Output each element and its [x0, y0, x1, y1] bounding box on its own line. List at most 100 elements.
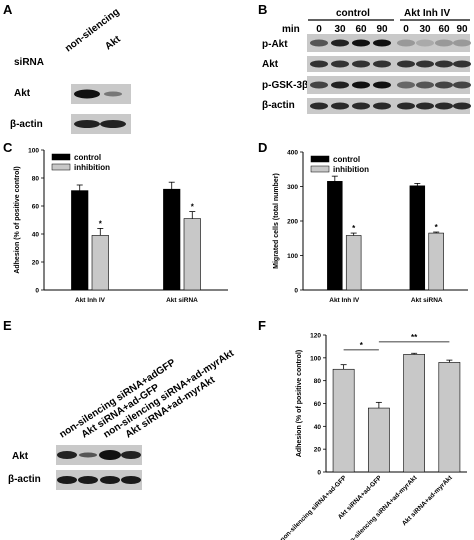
- panel-b-time-7: 90: [456, 24, 468, 35]
- chart-f-ytick-0: 0: [317, 470, 321, 477]
- chart-f-xtick-0: non-silencing siRNA+ad-GFP: [279, 474, 348, 540]
- panel-a-letter: A: [3, 2, 13, 17]
- chart-c-legend-label-1: inhibition: [74, 163, 110, 172]
- panel-b-time-labels: 0 30 60 90 0 30 60 90: [316, 24, 468, 35]
- panel-b-band-2-1: [331, 81, 349, 89]
- panel-a-blot-akt: [71, 84, 131, 104]
- chart-f-ytick-5: 100: [310, 355, 321, 362]
- panel-b-time-1: 30: [334, 24, 346, 35]
- chart-c-ylabel: Adhesion (% of positive control): [14, 166, 21, 273]
- chart-c-ytick-4: 80: [32, 176, 40, 183]
- chart-d-bar-1-1: [428, 232, 444, 291]
- panel-b-band-1-0: [310, 60, 328, 68]
- panel-e-blot-actin: [56, 470, 142, 490]
- panel-b-band-0-3: [373, 39, 391, 47]
- panel-b-band-0-1: [331, 39, 349, 47]
- panel-e-row-0-label: Akt: [12, 451, 29, 462]
- chart-d-ylabel: Migrated cells (total number): [273, 173, 280, 269]
- chart-f-ytick-1: 20: [314, 447, 322, 454]
- panel-b-band-3-6: [435, 102, 453, 110]
- chart-d-bar-0-1: [345, 235, 362, 291]
- chart-c-ytick-2: 40: [32, 232, 40, 239]
- chart-d-ytick-4: 400: [287, 150, 298, 157]
- panel-d-letter: D: [258, 140, 267, 155]
- panel-b-band-2-6: [435, 81, 453, 89]
- chart-c-star-0: *: [99, 219, 103, 228]
- panel-b-time-2: 60: [355, 24, 367, 35]
- chart-f-ytick-4: 80: [314, 378, 322, 385]
- panel-b-band-0-2: [352, 39, 370, 47]
- chart-d-ytick-1: 100: [287, 253, 298, 260]
- panel-b-band-1-4: [397, 60, 415, 68]
- chart-c-bar-0-0: [71, 190, 89, 291]
- panel-b-band-3-4: [397, 102, 415, 110]
- chart-c-ytick-1: 20: [32, 260, 40, 267]
- chart-f-bar-1: [367, 407, 390, 473]
- chart-d-xtick-0: Akt Inh IV: [329, 297, 360, 304]
- panel-b-band-2-4: [397, 81, 415, 89]
- panel-e-row-1-label: β-actin: [8, 474, 41, 485]
- panel-b-row-2-label: p-GSK-3β: [262, 80, 308, 91]
- chart-f-bar-0: [332, 368, 355, 473]
- chart-d-xtick-1: Akt siRNA: [411, 297, 443, 304]
- panel-b-band-3-0: [310, 102, 328, 110]
- chart-c-ytick-3: 60: [32, 204, 40, 211]
- panel-b-band-2-0: [310, 81, 328, 89]
- chart-f: 0 20 40 60 80 100 120 Adhesion (% of positive c…: [279, 333, 467, 540]
- panel-f-letter: F: [258, 318, 266, 333]
- panel-e-letter: E: [3, 318, 12, 333]
- chart-c-star-1: *: [191, 203, 195, 212]
- panel-a-blot-actin: [71, 114, 131, 134]
- panel-b-band-1-5: [416, 60, 434, 68]
- chart-f-bar-2: [403, 354, 425, 473]
- panel-b-band-0-0: [310, 39, 328, 47]
- chart-c-bar-1-1: [183, 218, 201, 291]
- panel-b-band-2-2: [352, 81, 370, 89]
- panel-b-band-3-2: [352, 102, 370, 110]
- panel-b-band-1-7: [453, 60, 471, 68]
- panel-b-band-2-7: [453, 81, 471, 89]
- panel-b-time-6: 60: [438, 24, 450, 35]
- chart-f-ytick-6: 120: [310, 333, 321, 340]
- panel-b-band-0-5: [416, 39, 434, 47]
- panel-b-band-0-7: [453, 39, 471, 47]
- panel-b-band-1-6: [435, 60, 453, 68]
- panel-b-band-3-3: [373, 102, 391, 110]
- panel-b-band-0-6: [435, 39, 453, 47]
- panel-e-blot-akt: [56, 445, 142, 465]
- chart-d-bar-0-0: [327, 181, 343, 291]
- chart-c-ytick-5: 100: [28, 148, 39, 155]
- panel-b-band-3-1: [331, 102, 349, 110]
- panel-b-blots: p-Akt Akt p-GSK-3β β-actin: [262, 34, 471, 114]
- chart-d-star-0: *: [352, 224, 356, 233]
- panel-c-letter: C: [3, 140, 13, 155]
- chart-d-ytick-2: 200: [287, 219, 298, 226]
- chart-d-legend-label-0: control: [333, 155, 360, 164]
- chart-c-bar-0-1: [91, 235, 109, 291]
- chart-f-ytick-3: 60: [314, 401, 322, 408]
- chart-f-ytick-2: 40: [314, 424, 322, 431]
- panel-b-band-1-2: [352, 60, 370, 68]
- chart-f-sig-1: **: [411, 333, 418, 342]
- panel-b-band-2-5: [416, 81, 434, 89]
- chart-c-legend-label-0: control: [74, 153, 101, 162]
- chart-d-bar-1-0: [409, 185, 426, 291]
- panel-b-row-3-label: β-actin: [262, 100, 295, 111]
- chart-c-xtick-1: Akt siRNA: [166, 297, 198, 304]
- chart-c-legend-swatch-1: [51, 163, 71, 171]
- chart-d-ytick-0: 0: [294, 288, 298, 295]
- chart-d-legend-swatch-1: [310, 165, 330, 173]
- panel-b-time-label: min: [282, 24, 300, 35]
- chart-d-ytick-3: 300: [287, 184, 298, 191]
- chart-c-ytick-0: 0: [35, 288, 39, 295]
- panel-a-col-1: Akt: [103, 34, 123, 53]
- chart-c-xtick-0: Akt Inh IV: [75, 297, 106, 304]
- chart-f-bar-3: [438, 362, 461, 473]
- panel-b-group-inhibitor: Akt Inh IV: [404, 8, 450, 19]
- chart-d-star-1: *: [435, 223, 439, 232]
- chart-d-legend-label-1: inhibition: [333, 165, 369, 174]
- chart-c: 0 20 40 60 80 100 Adhesion (% of positive cont…: [14, 148, 228, 304]
- chart-d: 0 100 200 300 400 Migrated cells (total numbe…: [273, 150, 468, 304]
- panel-b-band-1-1: [331, 60, 349, 68]
